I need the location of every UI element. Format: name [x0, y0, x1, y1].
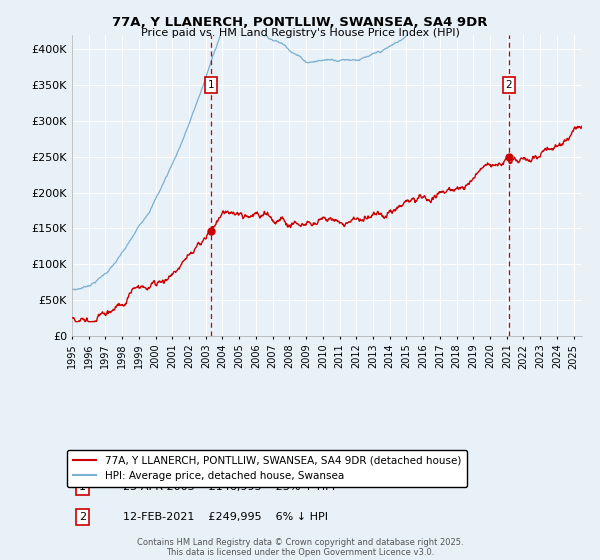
Legend: 77A, Y LLANERCH, PONTLLIW, SWANSEA, SA4 9DR (detached house), HPI: Average price: 77A, Y LLANERCH, PONTLLIW, SWANSEA, SA4 …: [67, 450, 467, 487]
Text: 1: 1: [79, 482, 86, 492]
Text: 1: 1: [208, 80, 214, 90]
Text: Contains HM Land Registry data © Crown copyright and database right 2025.
This d: Contains HM Land Registry data © Crown c…: [137, 538, 463, 557]
Text: 2: 2: [505, 80, 512, 90]
Text: 25-APR-2003    £146,995    23% ↑ HPI: 25-APR-2003 £146,995 23% ↑ HPI: [123, 482, 335, 492]
Text: Price paid vs. HM Land Registry's House Price Index (HPI): Price paid vs. HM Land Registry's House …: [140, 28, 460, 38]
Text: 77A, Y LLANERCH, PONTLLIW, SWANSEA, SA4 9DR: 77A, Y LLANERCH, PONTLLIW, SWANSEA, SA4 …: [112, 16, 488, 29]
Text: 12-FEB-2021    £249,995    6% ↓ HPI: 12-FEB-2021 £249,995 6% ↓ HPI: [123, 512, 328, 522]
Text: 2: 2: [79, 512, 86, 522]
